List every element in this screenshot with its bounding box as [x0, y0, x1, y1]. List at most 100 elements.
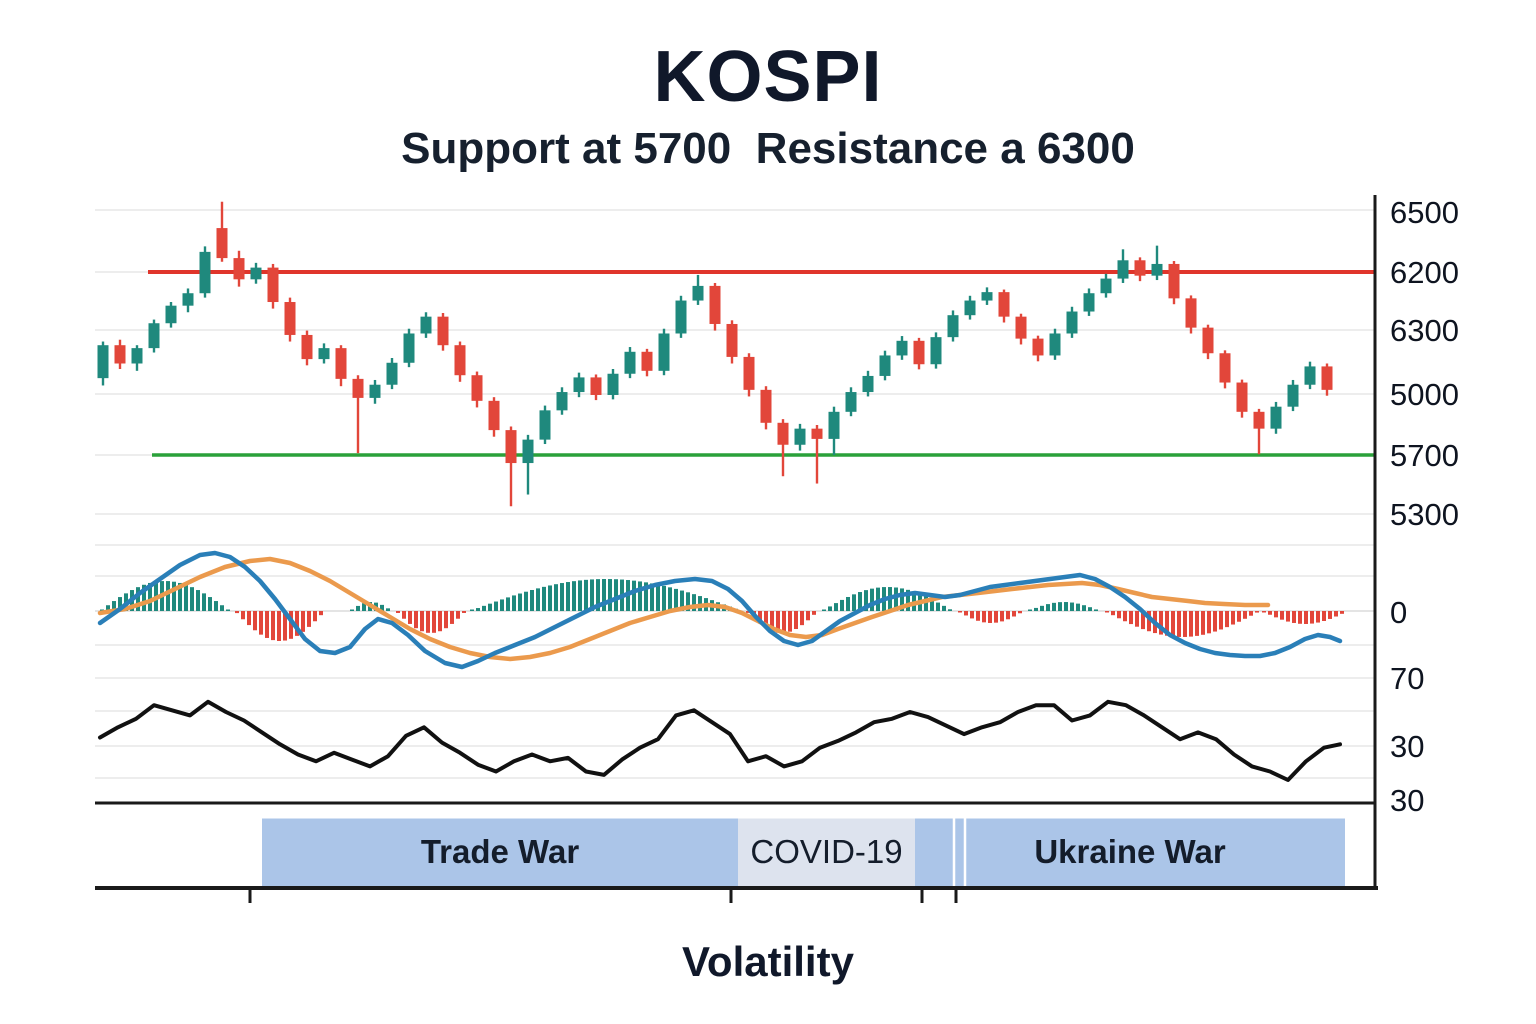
event-band-label: COVID-19 [750, 833, 903, 871]
candle-body [539, 410, 551, 440]
macd-histogram-bar [936, 602, 940, 611]
macd-histogram-bar [806, 611, 810, 621]
macd-histogram-bar [1064, 602, 1068, 611]
candle-body [641, 351, 653, 371]
macd-histogram-bar [1117, 611, 1121, 619]
macd-histogram-bar [1076, 603, 1080, 611]
macd-histogram-bar [870, 588, 874, 611]
macd-histogram-bar [948, 609, 952, 611]
macd-histogram-bar [408, 611, 412, 624]
macd-histogram-bar [924, 596, 928, 611]
macd-histogram-bar [462, 611, 466, 613]
macd-histogram-bar [450, 611, 454, 624]
macd-histogram-bar [542, 586, 546, 611]
macd-histogram-bar [1207, 611, 1211, 634]
macd-histogram-bar [566, 582, 570, 611]
candle-body [250, 267, 262, 280]
candle-body [97, 345, 109, 379]
macd-histogram-bar [271, 611, 275, 641]
macd-histogram-bar [776, 611, 780, 633]
macd-histogram-bar [596, 579, 600, 611]
candle-body [301, 334, 313, 360]
macd-signal-line [97, 556, 1271, 662]
macd-histogram-bar [770, 611, 774, 631]
macd-histogram-bar [608, 579, 612, 611]
macd-histogram-bar [852, 594, 856, 611]
macd-histogram-bar [208, 597, 212, 611]
macd-histogram-bar [1310, 611, 1314, 624]
macd-histogram-bar [698, 596, 702, 611]
macd-histogram-bar [536, 588, 540, 611]
volatility-line [98, 699, 1342, 782]
candle-body [1236, 382, 1248, 412]
candle-body [1185, 298, 1197, 328]
macd-histogram-bar [253, 611, 257, 631]
macd-histogram-bar [644, 582, 648, 611]
macd-histogram-bar [1189, 611, 1193, 637]
macd-histogram-bar [1298, 611, 1302, 624]
macd-histogram-bar [1249, 611, 1253, 616]
candle-body [777, 422, 789, 445]
candle-body [335, 348, 347, 379]
macd-histogram-bar [1177, 611, 1181, 637]
macd-histogram-bar [190, 587, 194, 611]
macd-histogram-bar [476, 608, 480, 611]
candle-body [233, 258, 245, 280]
macd-histogram-bar [578, 580, 582, 611]
candle-body [522, 439, 534, 464]
macd-histogram-bar [906, 589, 910, 611]
candle-body [981, 292, 993, 301]
candle-body [505, 430, 517, 464]
candle-body [1202, 327, 1214, 354]
candle-body [1083, 293, 1095, 312]
macd-histogram-bar [319, 611, 323, 616]
macd-histogram-bar [572, 581, 576, 611]
macd-histogram-bar [1000, 611, 1004, 622]
macd-histogram-bar [265, 611, 269, 638]
candle-body [199, 251, 211, 294]
candle-body [454, 345, 466, 376]
macd-histogram-bar [758, 611, 762, 624]
macd-histogram-bar [402, 611, 406, 619]
macd-histogram-bar [1046, 604, 1050, 611]
macd-histogram-bar [548, 585, 552, 611]
macd-histogram-bar [788, 611, 792, 632]
candle-body [216, 228, 228, 259]
macd-histogram-bar [1201, 611, 1205, 635]
macd-histogram-bar [301, 611, 305, 632]
macd-histogram-bar [396, 611, 400, 613]
y-axis-label: 5700 [1390, 438, 1459, 473]
chart-title: KOSPI [653, 37, 883, 117]
macd-histogram-bar [500, 599, 504, 611]
macd-histogram-bar [1213, 611, 1217, 632]
candle-body [743, 356, 755, 390]
macd-histogram-bar [1237, 611, 1241, 622]
macd-histogram-bar [900, 588, 904, 611]
candle-body [1151, 263, 1163, 276]
event-band-label: Trade War [420, 833, 580, 871]
macd-histogram-bar [1159, 611, 1163, 635]
candle-body [556, 392, 568, 411]
macd-histogram-bar [764, 611, 768, 628]
candle-body [828, 411, 840, 439]
y-axis-label: 5000 [1390, 377, 1459, 412]
candle-body [1032, 338, 1044, 356]
macd-histogram-bar [524, 591, 528, 611]
macd-histogram-bar [1292, 611, 1296, 623]
macd-histogram-bar [942, 605, 946, 611]
candle-body [1015, 316, 1027, 339]
candle-body [811, 428, 823, 439]
macd-histogram-bar [800, 611, 804, 626]
y-axis-label: 6500 [1390, 195, 1459, 230]
candle-body [114, 345, 126, 364]
candle-body [862, 375, 874, 393]
candle-body [165, 305, 177, 324]
macd-histogram-bar [988, 611, 992, 623]
macd-histogram-bar [1018, 611, 1022, 614]
candle-body [964, 300, 976, 316]
candle-body [1253, 411, 1265, 429]
macd-histogram-bar [590, 579, 594, 611]
chart-subtitle: Support at 5700 Resistance a 6300 [401, 124, 1135, 173]
candle-body [284, 302, 296, 335]
macd-histogram-bar [650, 583, 654, 611]
